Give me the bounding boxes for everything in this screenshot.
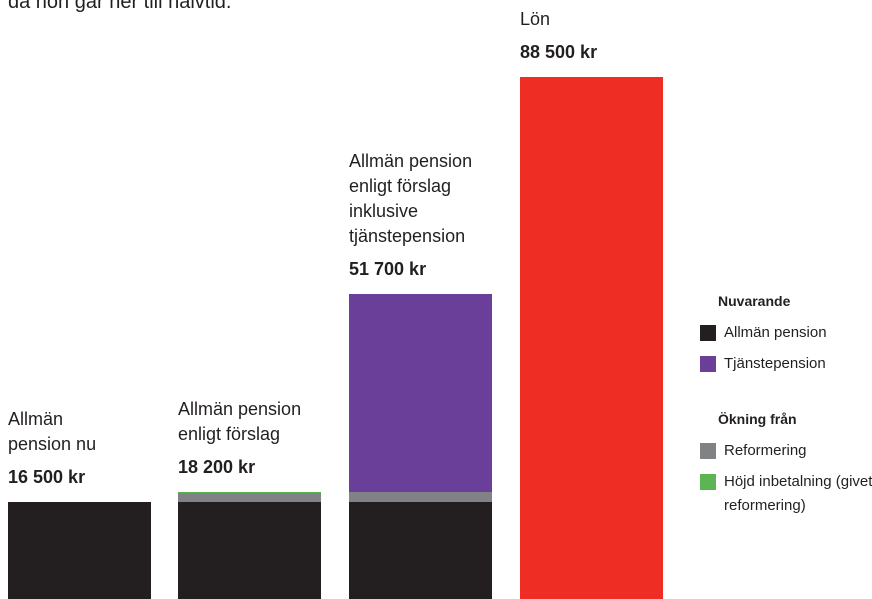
category-label: Lön <box>520 9 551 29</box>
bar-label: Lön 88 500 kr <box>520 7 597 65</box>
category-label: Allmän <box>8 408 64 429</box>
category-label: pension nu <box>8 433 97 454</box>
bar-segment <box>178 501 321 599</box>
legend-swatch <box>700 356 716 372</box>
legend-title: Ökning från <box>718 411 797 427</box>
legend-swatch <box>700 443 716 459</box>
legend-swatch <box>700 474 716 490</box>
category-label: Allmän pension <box>349 151 473 172</box>
total-label: 18 200 kr <box>178 456 256 477</box>
legend-label: Allmän pension <box>724 324 827 341</box>
bar-segment <box>8 501 151 599</box>
category-label: Allmän pension <box>178 398 302 419</box>
legend-label: Tjänstepension <box>724 355 826 372</box>
category-label: inklusive <box>349 201 419 222</box>
category-label: enligt förslag <box>349 176 452 197</box>
bar-segment <box>520 77 663 599</box>
legend-label: Reformering <box>724 442 807 459</box>
category-label: enligt förslag <box>178 423 281 444</box>
bar-segment <box>178 491 321 494</box>
legend-title: Nuvarande <box>718 293 791 309</box>
bar-segment <box>349 501 492 599</box>
subtitle: då hon går ner till halvtid. <box>8 0 232 13</box>
category-label: tjänstepension <box>349 226 466 247</box>
total-label: 51 700 kr <box>349 259 427 280</box>
total-label: 88 500 kr <box>520 42 598 62</box>
bar-label: Allmän pension enligt förslag 18 200 kr <box>178 397 301 480</box>
bar-segment <box>349 294 492 493</box>
bar-segment <box>349 492 492 502</box>
legend-label: Höjd inbetalning (givet reformering) <box>724 473 872 514</box>
bar-label: Allmän pension enligt förslag inklusive tjä… <box>349 149 472 282</box>
total-label: 16 500 kr <box>8 466 86 487</box>
bar-label: Allmän pension nu 16 500 kr <box>8 407 96 490</box>
legend-swatch <box>700 325 716 341</box>
bar-segment <box>178 493 321 502</box>
